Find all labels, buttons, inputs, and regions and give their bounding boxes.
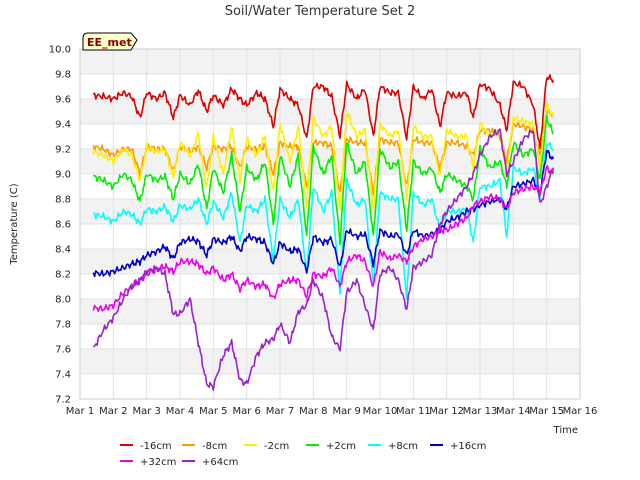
legend-label: -16cm: [140, 441, 172, 452]
x-tick-label: Mar 9: [332, 406, 360, 417]
legend-label: -2cm: [264, 441, 289, 452]
y-tick-label: 7.2: [55, 395, 71, 406]
series-lines: [92, 74, 555, 392]
legend-item: +32cm: [120, 457, 176, 468]
x-tick-label: Mar 8: [299, 406, 327, 417]
plot-band: [80, 374, 580, 399]
x-tick-label: Mar 1: [66, 406, 94, 417]
y-tick-label: 8.4: [55, 245, 71, 256]
y-tick-label: 8.0: [55, 295, 71, 306]
legend-label: +8cm: [388, 441, 418, 452]
y-tick-label: 10.0: [49, 45, 71, 56]
x-axis-label: Time: [553, 425, 578, 436]
x-tick-label: Mar 10: [363, 406, 398, 417]
plot-band: [80, 274, 580, 299]
legend-label: +64cm: [202, 457, 238, 468]
y-tick-labels: 7.2 7.4 7.6 7.8 8.0 8.2 8.4 8.6 8.8 9.0 9.2 9.4 9.6 9…: [49, 45, 71, 406]
x-tick-label: Mar 12: [429, 406, 464, 417]
series-line: [92, 141, 554, 300]
y-tick-label: 8.8: [55, 195, 71, 206]
legend-item: -16cm: [120, 441, 172, 452]
plot-frame: [79, 48, 581, 400]
legend-item: -8cm: [182, 441, 227, 452]
legend-item: +8cm: [368, 441, 418, 452]
x-tick-label: Mar 15: [529, 406, 564, 417]
legend-item: -2cm: [244, 441, 289, 452]
y-tick-label: 9.2: [55, 145, 71, 156]
x-tick-label: Mar 3: [132, 406, 160, 417]
plot-band: [80, 349, 580, 374]
plot-band: [80, 299, 580, 324]
x-tick-label: Mar 4: [166, 406, 194, 417]
plot-band: [80, 199, 580, 224]
series-line: [92, 149, 555, 278]
legend-label: +2cm: [326, 441, 356, 452]
x-tick-label: Mar 7: [266, 406, 294, 417]
ee-met-badge-label: EE_met: [87, 36, 132, 49]
x-tick-label: Mar 11: [396, 406, 431, 417]
y-tick-label: 9.0: [55, 170, 71, 181]
x-tick-label: Mar 6: [232, 406, 260, 417]
legend: -16cm -8cm -2cm +2cm +8cm +16cm +32cm +64cm: [120, 441, 486, 468]
series-line: [92, 128, 555, 392]
x-tick-label: Mar 2: [99, 406, 127, 417]
x-tick-label: Mar 5: [199, 406, 227, 417]
legend-label: +16cm: [450, 441, 486, 452]
plot-band: [80, 49, 580, 74]
legend-label: -8cm: [202, 441, 227, 452]
legend-item: +16cm: [430, 441, 486, 452]
ee-met-badge: EE_met: [82, 32, 138, 51]
y-tick-label: 8.6: [55, 220, 71, 231]
series-line: [92, 102, 555, 211]
legend-item: +2cm: [306, 441, 356, 452]
x-tick-labels: Mar 1 Mar 2 Mar 3 Mar 4 Mar 5 Mar 6 Mar 7 Mar 8…: [66, 406, 598, 417]
y-tick-label: 7.4: [55, 370, 71, 381]
x-tick-label: Mar 16: [563, 406, 598, 417]
series-line: [92, 74, 555, 150]
legend-item: +64cm: [182, 457, 238, 468]
plot-band: [80, 99, 580, 124]
legend-label: +32cm: [140, 457, 176, 468]
y-axis-label: Temperature (C): [9, 183, 20, 265]
y-tick-label: 8.2: [55, 270, 71, 281]
x-tick-label: Mar 13: [463, 406, 498, 417]
y-tick-label: 9.6: [55, 95, 71, 106]
y-tick-label: 9.8: [55, 70, 71, 81]
series-line: [92, 165, 555, 313]
y-tick-label: 7.8: [55, 320, 71, 331]
chart-title: Soil/Water Temperature Set 2: [225, 4, 416, 19]
y-tick-label: 7.6: [55, 345, 71, 356]
y-tick-label: 9.4: [55, 120, 71, 131]
x-tick-label: Mar 14: [496, 406, 531, 417]
